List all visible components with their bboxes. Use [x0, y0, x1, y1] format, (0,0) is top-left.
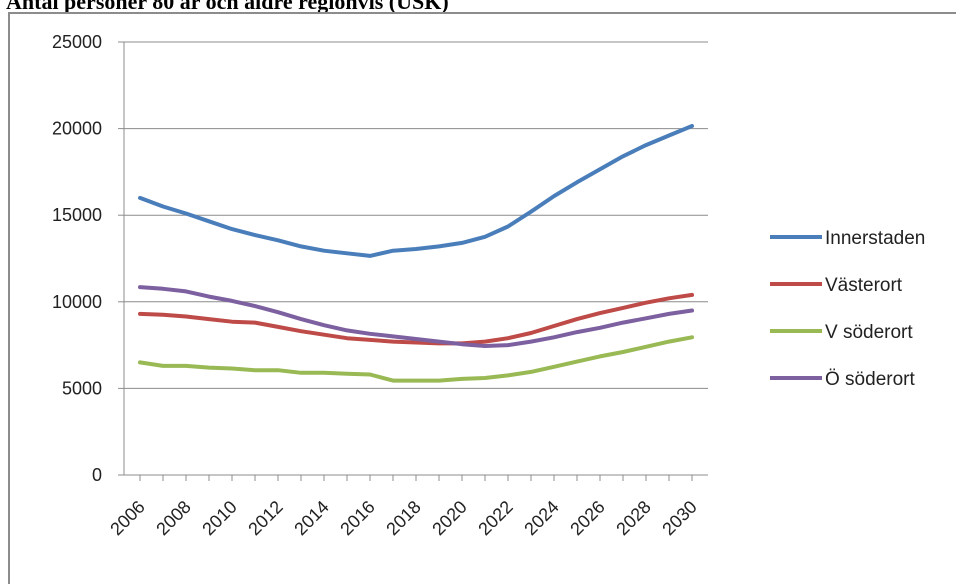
y-tick-label: 15000 [52, 205, 102, 225]
legend-label: Västerort [825, 275, 903, 296]
x-tick-label: 2012 [244, 497, 286, 539]
x-tick-label: 2006 [106, 497, 148, 539]
x-axis-tick-labels: 2006 2008 2010 2012 2014 2016 2018 2020 2022 2024… [106, 497, 700, 539]
x-tick-label: 2010 [198, 497, 240, 539]
x-tick-label: 2018 [382, 497, 424, 539]
legend-label: V söderort [825, 322, 913, 343]
series-line-4 [138, 285, 694, 348]
y-tick-label: 5000 [62, 378, 102, 398]
series-lines [138, 124, 694, 383]
y-tick-label: 25000 [52, 32, 102, 52]
legend-label: Innerstaden [825, 228, 925, 249]
x-tick-label: 2026 [566, 497, 608, 539]
chart-area [8, 12, 956, 584]
x-tick-label: 2020 [428, 497, 470, 539]
x-tick-label: 2030 [658, 497, 700, 539]
legend: Innerstaden Västerort V söderort Ö söderort [770, 228, 925, 390]
legend-label: Ö söderort [825, 369, 915, 390]
x-tick-label: 2024 [520, 497, 562, 539]
series-line-3 [138, 335, 694, 383]
x-tick-label: 2022 [474, 497, 516, 539]
series-line-2 [138, 292, 694, 346]
y-tick-label: 20000 [52, 119, 102, 139]
chart-title: Antal personer 80 år och äldre regionvis… [6, 0, 449, 14]
x-tick-label: 2016 [336, 497, 378, 539]
y-tick-label: 10000 [52, 292, 102, 312]
grid-lines [118, 41, 708, 476]
x-tick-label: 2028 [612, 497, 654, 539]
axes [123, 42, 708, 481]
x-tick-label: 2008 [152, 497, 194, 539]
series-line-1 [138, 124, 694, 258]
x-tick-label: 2014 [290, 497, 332, 539]
y-axis-tick-labels: 0 5000 10000 15000 20000 25000 [52, 32, 102, 485]
y-tick-label: 0 [92, 465, 102, 485]
